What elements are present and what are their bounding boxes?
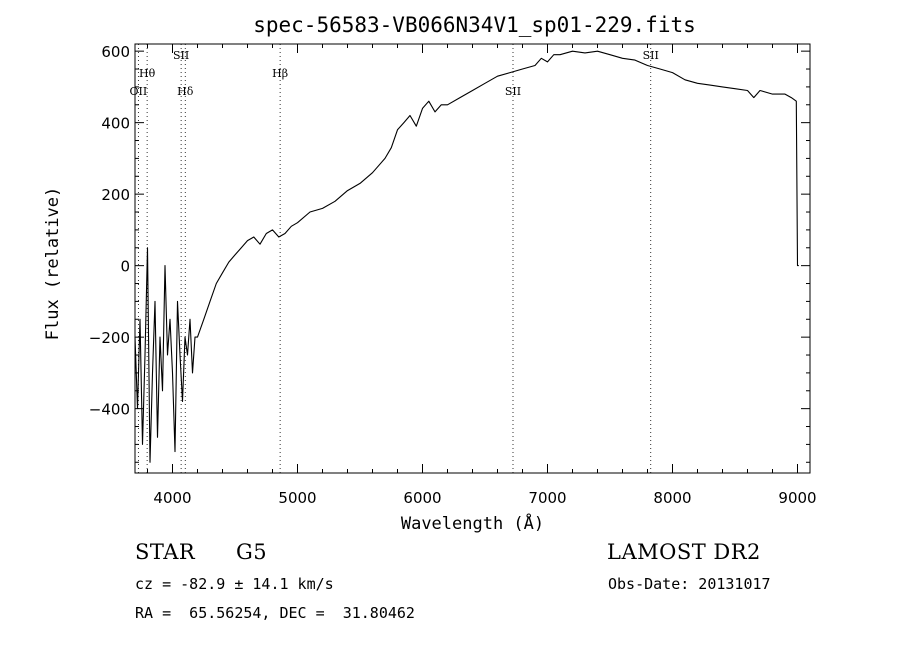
line-marker-label: OII bbox=[130, 85, 148, 98]
observation-date: Obs-Date: 20131017 bbox=[608, 575, 771, 593]
x-tick-label: 5000 bbox=[278, 489, 316, 507]
object-class: STAR bbox=[135, 540, 196, 564]
y-tick-label: −400 bbox=[89, 401, 130, 419]
x-axis-label: Wavelength (Å) bbox=[401, 512, 544, 534]
y-tick-label: 600 bbox=[101, 43, 130, 61]
object-subclass: G5 bbox=[236, 540, 268, 564]
y-axis-label: Flux (relative) bbox=[43, 187, 63, 341]
line-marker-label: Hδ bbox=[177, 85, 194, 98]
plot-frame bbox=[134, 43, 811, 474]
x-tick-label: 6000 bbox=[403, 489, 441, 507]
line-marker-label: Hβ bbox=[272, 67, 288, 80]
line-marker-label: SII bbox=[505, 85, 521, 98]
x-tick-label: 9000 bbox=[778, 489, 816, 507]
line-marker-label: SII bbox=[643, 49, 659, 62]
y-tick-label: 200 bbox=[101, 186, 130, 204]
x-tick-label: 4000 bbox=[153, 489, 191, 507]
chart-title: spec-56583-VB066N34V1_sp01-229.fits bbox=[253, 13, 696, 37]
line-marker-label: SII bbox=[173, 49, 189, 62]
sky-coordinates: RA = 65.56254, DEC = 31.80462 bbox=[135, 604, 415, 622]
x-tick-label: 8000 bbox=[653, 489, 691, 507]
line-marker-label: Hθ bbox=[139, 67, 156, 80]
y-tick-label: 400 bbox=[101, 115, 130, 133]
x-tick-label: 7000 bbox=[528, 489, 566, 507]
y-tick-label: −200 bbox=[89, 329, 130, 347]
redshift-velocity: cz = -82.9 ± 14.1 km/s bbox=[135, 575, 334, 593]
y-tick-label: 0 bbox=[120, 258, 130, 276]
spectrum-series-line bbox=[134, 50, 799, 463]
survey-label: LAMOST DR2 bbox=[607, 540, 761, 564]
